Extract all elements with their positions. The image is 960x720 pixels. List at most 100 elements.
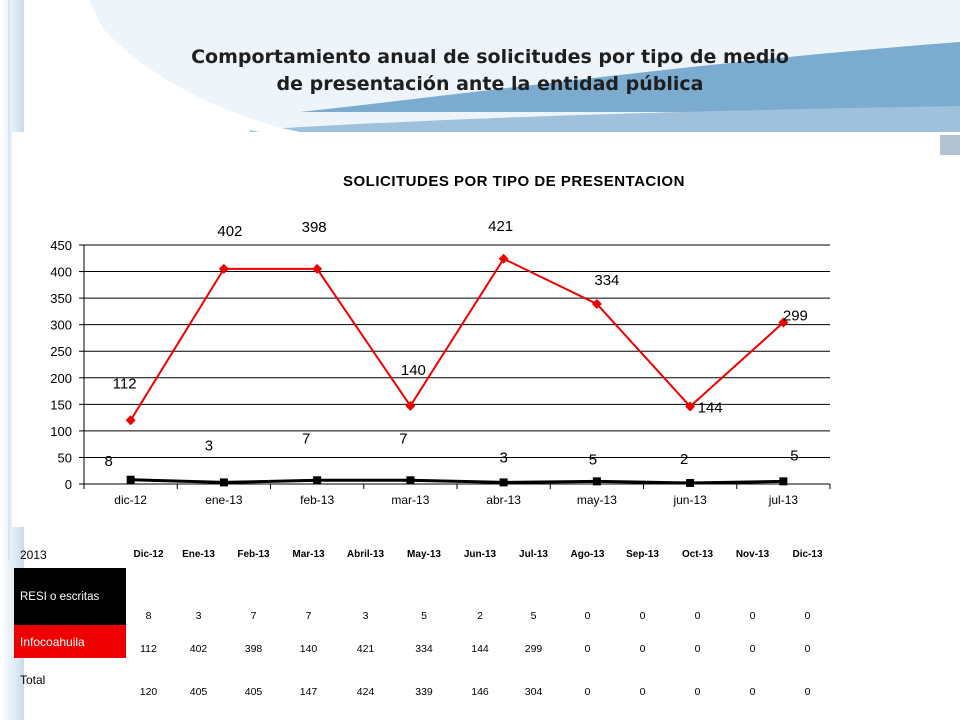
data-point-resi	[313, 476, 322, 485]
table-cell: 7	[250, 610, 257, 622]
table-cell: 334	[415, 643, 433, 655]
data-table: 2013 Dic-12 Ene-13 Feb-13 Mar-13 Abril-13 May…	[14, 535, 835, 701]
data-point-resi	[126, 475, 135, 484]
line-chart: 0 50 100 150 200 250 300 350 400 450 dic-12 ene-13 f…	[50, 218, 831, 507]
table-cell: 0	[694, 686, 701, 698]
series-line-total	[129, 257, 785, 421]
table-header-cell: Dic-13	[792, 549, 823, 560]
table-cell: 2	[477, 610, 483, 622]
table-cell: 0	[804, 686, 811, 698]
table-header-row: 2013 Dic-12 Ene-13 Feb-13 Mar-13 Abril-13 May…	[14, 535, 835, 568]
x-tick-label: feb-13	[300, 493, 334, 507]
table-cell: 0	[694, 643, 701, 655]
y-tick-label: 0	[65, 477, 72, 492]
swoosh-blue-light	[250, 106, 960, 132]
left-decorative-line	[8, 0, 10, 560]
table-row: RESI o escritas 8 3 7 7 3 5 2 5 0 0 0 0 0	[14, 568, 835, 625]
y-tick-label: 250	[50, 344, 72, 359]
data-point-resi	[499, 478, 508, 487]
data-label: 5	[589, 451, 597, 468]
y-tick-label: 350	[50, 291, 72, 306]
slide-title-line1: Comportamiento anual de solicitudes por …	[191, 46, 789, 68]
table-cell: 0	[584, 686, 591, 698]
data-label: 299	[783, 308, 808, 325]
table-cell: 405	[244, 686, 263, 698]
chart-title: SOLICITUDES POR TIPO DE PRESENTACION	[343, 173, 685, 190]
chart-area	[12, 132, 940, 527]
table-cell: 3	[362, 610, 369, 622]
table-cell: 3	[195, 610, 202, 622]
table-cell: 421	[356, 643, 375, 655]
table-cell: 339	[415, 686, 433, 698]
table-cell: 112	[140, 643, 157, 655]
swoosh-blue	[300, 42, 960, 112]
table-cell: 147	[299, 686, 318, 698]
data-point-resi	[779, 477, 788, 486]
table-cell: 0	[584, 643, 591, 655]
y-tick-label: 400	[50, 265, 72, 280]
data-label: 140	[401, 362, 426, 379]
slide-title-line2: de presentación ante la entidad pública	[276, 73, 704, 95]
data-label: 2	[680, 451, 688, 468]
table-cell: 299	[524, 643, 543, 655]
y-tick-label: 150	[50, 397, 72, 412]
table-cell: 0	[804, 610, 811, 622]
table-row: Infocoahuila 112 402 398 140 421 334 144 299 0 0 0…	[14, 625, 835, 658]
table-header-cell: Jul-13	[519, 549, 548, 560]
table-cell: 140	[299, 643, 318, 655]
x-tick-label: jun-13	[672, 493, 707, 507]
table-cell: 0	[694, 610, 701, 622]
table-header-cell: Jun-13	[463, 549, 497, 560]
x-tick-label: abr-13	[486, 493, 521, 507]
table-cell: 144	[471, 643, 489, 655]
row-label-total: Total	[20, 672, 46, 687]
table-cell: 146	[471, 686, 489, 698]
data-label: 7	[399, 430, 407, 447]
data-point-resi	[592, 477, 601, 486]
x-tick-label: may-13	[577, 493, 617, 507]
table-cell: 0	[639, 686, 646, 698]
data-point-total	[498, 253, 509, 264]
table-header-cell: May-13	[407, 549, 441, 560]
data-point-total	[591, 298, 602, 309]
table-cell: 0	[749, 610, 756, 622]
swoosh-white-stripe	[40, 0, 300, 132]
table-row: Total 120 405 405 147 424 339 146 304 0 0 0 0 0	[14, 658, 835, 701]
table-cell: 5	[421, 610, 427, 622]
table-cell: 0	[584, 610, 591, 622]
data-label: 3	[499, 449, 507, 466]
x-tick-label: mar-13	[391, 493, 429, 507]
table-header-cell: Oct-13	[681, 549, 714, 560]
data-point-total	[125, 415, 136, 426]
table-header-cell: Ene-13	[182, 549, 215, 560]
table-header-cell: Dic-12	[133, 549, 164, 560]
data-point-resi	[686, 478, 695, 487]
data-point-total	[405, 400, 416, 411]
data-point-resi	[406, 476, 415, 485]
y-tick-label: 300	[50, 318, 72, 333]
data-point-total	[685, 401, 696, 412]
table-corner-year: 2013	[20, 547, 47, 562]
table-cell: 8	[145, 610, 152, 622]
top-decorative-swoosh	[40, 0, 960, 132]
data-label: 112	[113, 375, 137, 392]
y-tick-label: 200	[50, 371, 72, 386]
table-header-cell: Mar-13	[292, 549, 325, 560]
data-label: 398	[302, 219, 327, 236]
table-cell: 0	[639, 643, 646, 655]
table-cell: 405	[189, 686, 208, 698]
data-label: 5	[790, 447, 798, 464]
row-label-infocoahuila: Infocoahuila	[14, 625, 126, 658]
data-label: 334	[594, 272, 619, 289]
data-point-total	[312, 263, 323, 274]
data-point-total	[778, 317, 789, 328]
data-label: 402	[217, 223, 242, 240]
table-cell: 304	[524, 686, 543, 698]
data-label: 144	[698, 399, 723, 416]
table-header-cell: Feb-13	[237, 549, 270, 560]
table-cell: 424	[356, 686, 375, 698]
table-cell: 0	[804, 643, 811, 655]
table-cell: 5	[530, 610, 537, 622]
table-header-cell: Abril-13	[346, 549, 385, 560]
data-label: 421	[488, 218, 513, 235]
